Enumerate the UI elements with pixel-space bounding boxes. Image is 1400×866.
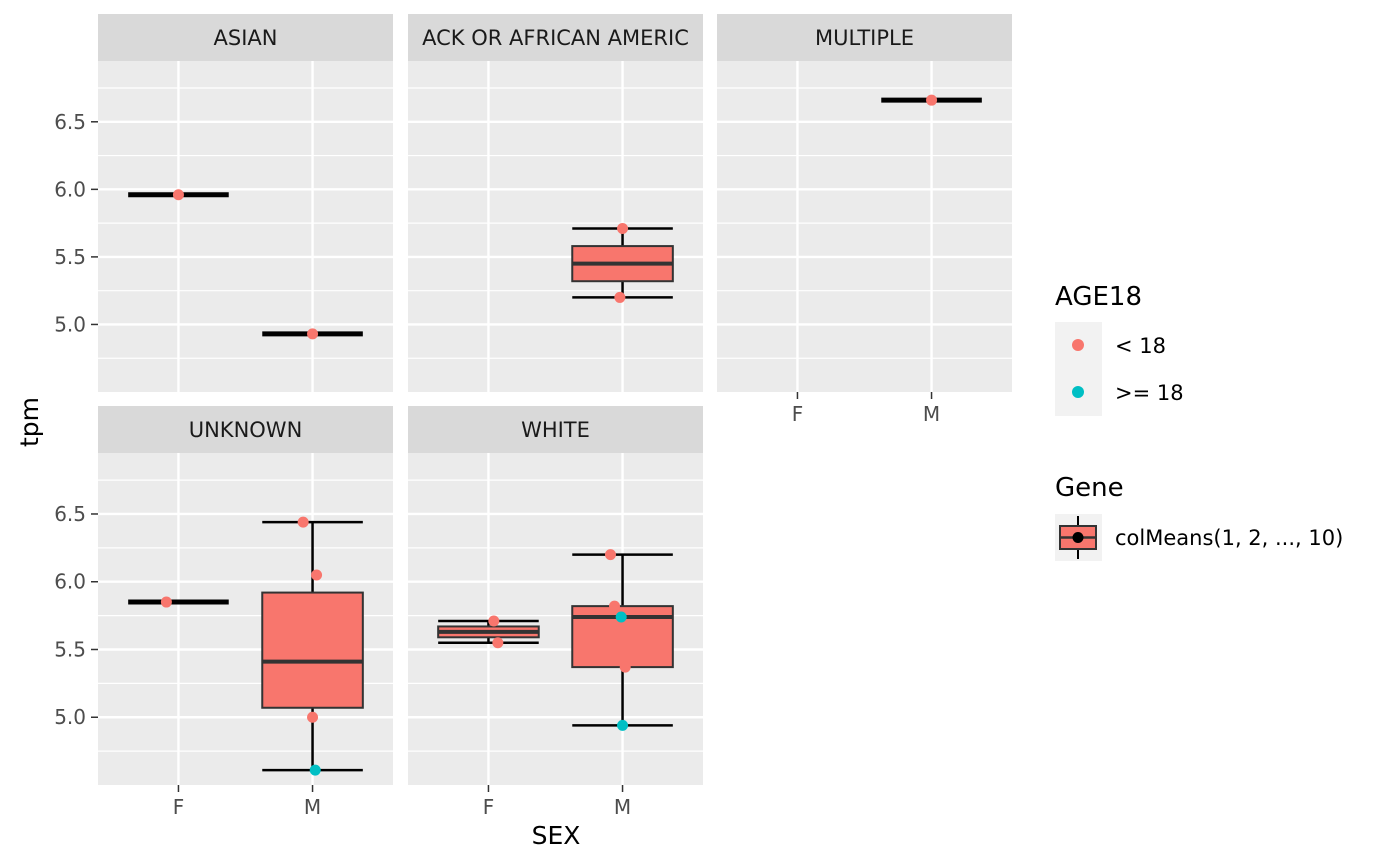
y-axis-title: tpm <box>15 397 44 447</box>
x-axis-title: SEX <box>532 821 581 850</box>
data-point <box>604 549 616 561</box>
data-point <box>609 600 620 612</box>
facet-panel: UNKNOWN <box>98 406 393 785</box>
y-tick-label: 6.0 <box>54 570 86 594</box>
panel-background <box>98 61 393 392</box>
y-tick-label: 5.5 <box>54 245 86 269</box>
legend-gene: Gene colMeans(1, 2, ..., 10) <box>1055 473 1343 561</box>
facet-strip-label: ASIAN <box>214 26 278 50</box>
legend-ge18-label: >= 18 <box>1115 381 1184 405</box>
facet-strip <box>717 14 1012 61</box>
legend-box-dot-icon <box>1072 532 1084 543</box>
legend-gene-label: colMeans(1, 2, ..., 10) <box>1115 526 1343 550</box>
x-tick-label: F <box>483 795 495 819</box>
facet-strip-label: MULTIPLE <box>815 26 914 50</box>
boxplot-M <box>261 520 364 772</box>
legend-gene-title: Gene <box>1055 473 1124 503</box>
panel-background <box>408 61 703 392</box>
x-tick-label: M <box>614 795 631 819</box>
x-tick-label: F <box>792 402 804 426</box>
data-point <box>307 328 319 340</box>
facet-panel: ASIAN <box>98 14 393 392</box>
data-point <box>297 516 309 528</box>
facet-strip <box>98 14 393 61</box>
data-point <box>311 569 323 581</box>
boxplot-M <box>571 227 674 299</box>
box-iqr <box>261 591 364 709</box>
legend-lt18-dot-icon <box>1072 339 1084 351</box>
data-point <box>617 719 629 731</box>
data-point <box>926 94 938 106</box>
facet-panel: MULTIPLE <box>717 14 1012 392</box>
facet-strip <box>98 406 393 453</box>
axes-layer: 5.0 5.5 6.0 6.5 F M 5.0 5.5 6.0 6.5 F M F M <box>54 110 940 819</box>
data-point <box>492 637 504 649</box>
data-point <box>307 711 319 723</box>
facet-strip <box>408 14 703 61</box>
x-tick-label: M <box>304 795 321 819</box>
facet-panel: ACK OR AFRICAN AMERIC <box>408 14 703 392</box>
data-point <box>488 615 500 627</box>
y-tick-label: 5.0 <box>54 312 86 336</box>
data-point <box>308 638 320 650</box>
panel-background <box>717 61 1012 392</box>
x-tick-label: F <box>173 795 185 819</box>
data-point <box>172 189 184 201</box>
legend-lt18-label: < 18 <box>1115 334 1166 358</box>
data-point <box>617 223 629 235</box>
y-tick-label: 6.0 <box>54 177 86 201</box>
facet-strip-label: WHITE <box>521 418 590 442</box>
data-point <box>309 764 321 776</box>
y-tick-label: 5.5 <box>54 637 86 661</box>
legend-age18: AGE18 < 18 >= 18 <box>1055 282 1184 416</box>
facet-panel: WHITE <box>408 406 703 785</box>
facet-strip-label: UNKNOWN <box>189 418 303 442</box>
data-point <box>615 611 627 623</box>
y-tick-label: 6.5 <box>54 502 86 526</box>
legend-ge18-dot-icon <box>1072 386 1084 398</box>
facet-strip-label: ACK OR AFRICAN AMERIC <box>422 26 689 50</box>
x-tick-label: M <box>923 402 940 426</box>
facet-strip <box>408 406 703 453</box>
data-point <box>160 596 172 608</box>
y-tick-label: 5.0 <box>54 705 86 729</box>
data-point <box>614 291 626 303</box>
y-tick-label: 6.5 <box>54 110 86 134</box>
legend-age18-title: AGE18 <box>1055 282 1142 312</box>
data-point <box>619 661 631 673</box>
panels-layer: ASIAN ACK OR AFRICAN AMERIC MULTIPLE UNKNOW… <box>98 14 1012 785</box>
